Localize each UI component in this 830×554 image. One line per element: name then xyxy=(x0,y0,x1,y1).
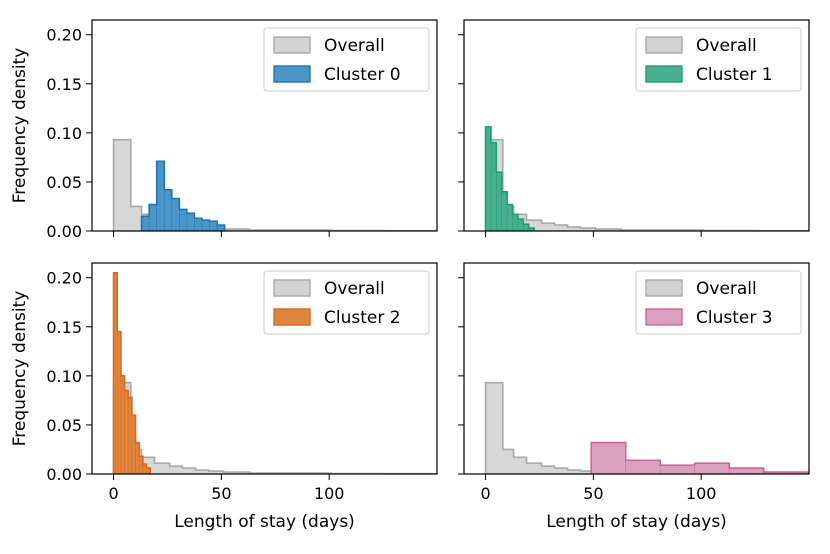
legend: Overall Cluster 3 xyxy=(635,270,802,335)
legend-label-overall: Overall xyxy=(696,36,757,56)
axes-frame xyxy=(91,262,438,475)
legend-swatch-overall xyxy=(273,279,311,297)
x-tick-label: 50 xyxy=(211,484,231,503)
y-axis-label: Frequency density xyxy=(10,291,30,447)
y-tick-label: 0.10 xyxy=(46,367,82,386)
axes-frame xyxy=(91,19,438,232)
x-tick-label: 0 xyxy=(108,484,118,503)
panel-1: Overall Cluster 1 xyxy=(458,19,810,237)
legend-label-overall: Overall xyxy=(324,36,385,56)
y-axis-label: Frequency density xyxy=(10,48,30,204)
y-tick-label: 0.15 xyxy=(46,75,82,94)
x-tick-label: 100 xyxy=(686,484,717,503)
legend: Overall Cluster 2 xyxy=(263,270,430,335)
cluster-bin xyxy=(146,467,151,474)
axes-frame xyxy=(463,19,810,232)
legend-label-overall: Overall xyxy=(324,279,385,299)
panel-2: 0.00 0.05 0.10 0.15 0.20 0 50 100 Frequency dens… xyxy=(10,262,438,532)
y-tick-label: 0.00 xyxy=(46,222,82,241)
cluster-histogram xyxy=(590,441,809,474)
legend: Overall Cluster 1 xyxy=(635,27,802,92)
overall-histogram xyxy=(484,138,809,231)
axes-frame xyxy=(463,262,810,475)
legend: Overall Cluster 0 xyxy=(263,27,430,92)
plot-area xyxy=(484,126,809,231)
legend-swatch-cluster xyxy=(645,308,683,326)
y-tick-label: 0.00 xyxy=(46,465,82,484)
x-tick-label: 100 xyxy=(314,484,345,503)
legend-label-cluster: Cluster 3 xyxy=(696,308,773,328)
legend-swatch-cluster xyxy=(273,65,311,83)
y-tick-label: 0.10 xyxy=(46,124,82,143)
cluster-histogram xyxy=(140,160,226,231)
legend-swatch-overall xyxy=(273,36,311,54)
legend-swatch-overall xyxy=(645,279,683,297)
x-tick-label: 50 xyxy=(583,484,603,503)
y-tick-label: 0.20 xyxy=(46,26,82,45)
y-tick-label: 0.20 xyxy=(46,269,82,288)
y-tick-label: 0.05 xyxy=(46,416,82,435)
legend-swatch-cluster xyxy=(645,65,683,83)
legend-label-cluster: Cluster 1 xyxy=(696,65,773,85)
plot-area xyxy=(112,138,437,231)
x-tick-label: 0 xyxy=(480,484,490,503)
cluster-bin xyxy=(728,467,765,474)
x-axis-label: Length of stay (days) xyxy=(174,512,355,532)
y-tick-label: 0.15 xyxy=(46,318,82,337)
legend-label-overall: Overall xyxy=(696,279,757,299)
panel-3: 0 50 100 Length of stay (days) Overall Cluste… xyxy=(458,262,810,532)
legend-label-cluster: Cluster 2 xyxy=(324,308,401,328)
cluster-bin xyxy=(528,227,535,231)
x-axis-label: Length of stay (days) xyxy=(546,512,727,532)
legend-swatch-cluster xyxy=(273,308,311,326)
plot-area xyxy=(484,381,809,474)
y-tick-label: 0.05 xyxy=(46,173,82,192)
legend-label-cluster: Cluster 0 xyxy=(324,65,401,85)
cluster-bin xyxy=(216,224,225,231)
legend-swatch-overall xyxy=(645,36,683,54)
overall-histogram xyxy=(112,381,437,474)
panel-0: 0.00 0.05 0.10 0.15 0.20 Frequency density Ove… xyxy=(10,19,438,241)
cluster-bin xyxy=(522,223,529,231)
